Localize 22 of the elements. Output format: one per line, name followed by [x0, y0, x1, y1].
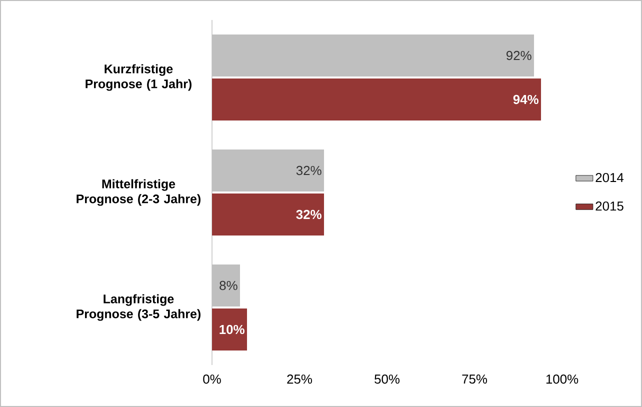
bar: [212, 150, 324, 192]
x-tick-label: 0%: [203, 374, 221, 384]
y-tick-label: Langfristige Prognose (3-5 Jahre): [76, 294, 200, 321]
bar: [212, 264, 240, 307]
x-tick-label: 25%: [287, 374, 312, 384]
bar: [212, 78, 542, 120]
y-tick-label: Kurzfristige Prognose (1 Jahr): [86, 64, 192, 91]
y-tick-label: Mittelfristige Prognose (2-3 Jahre): [76, 179, 200, 206]
x-tick-label: 75%: [462, 374, 488, 384]
bar: [212, 194, 324, 236]
bar: [212, 34, 534, 76]
data-label: 10%: [220, 324, 244, 334]
legend-label: 2014: [596, 172, 624, 182]
legend-label: 2015: [596, 201, 624, 211]
x-tick-label: 50%: [374, 374, 400, 384]
x-tick-label: 100%: [546, 374, 578, 384]
data-label: 32%: [296, 166, 322, 176]
bar: [212, 308, 248, 351]
data-label: 32%: [296, 210, 322, 220]
data-label: 8%: [220, 280, 238, 290]
data-label: 94%: [513, 94, 538, 104]
data-label: 92%: [506, 50, 532, 60]
